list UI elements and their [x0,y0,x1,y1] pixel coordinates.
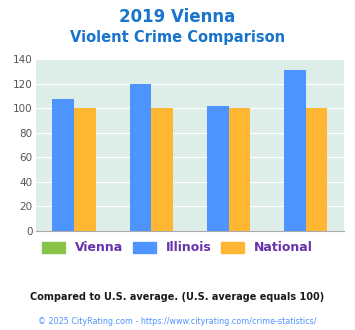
Bar [229,109,250,231]
Text: 2019 Vienna: 2019 Vienna [119,8,236,26]
Bar [306,109,327,231]
Text: Compared to U.S. average. (U.S. average equals 100): Compared to U.S. average. (U.S. average … [31,292,324,302]
Bar [151,109,173,231]
Text: © 2025 CityRating.com - https://www.cityrating.com/crime-statistics/: © 2025 CityRating.com - https://www.city… [38,317,317,326]
Text: Violent Crime Comparison: Violent Crime Comparison [70,30,285,45]
Bar [284,70,306,231]
Legend: Vienna, Illinois, National: Vienna, Illinois, National [37,236,318,259]
Bar [74,109,96,231]
Bar [130,84,151,231]
Bar [207,106,229,231]
Bar [53,99,74,231]
